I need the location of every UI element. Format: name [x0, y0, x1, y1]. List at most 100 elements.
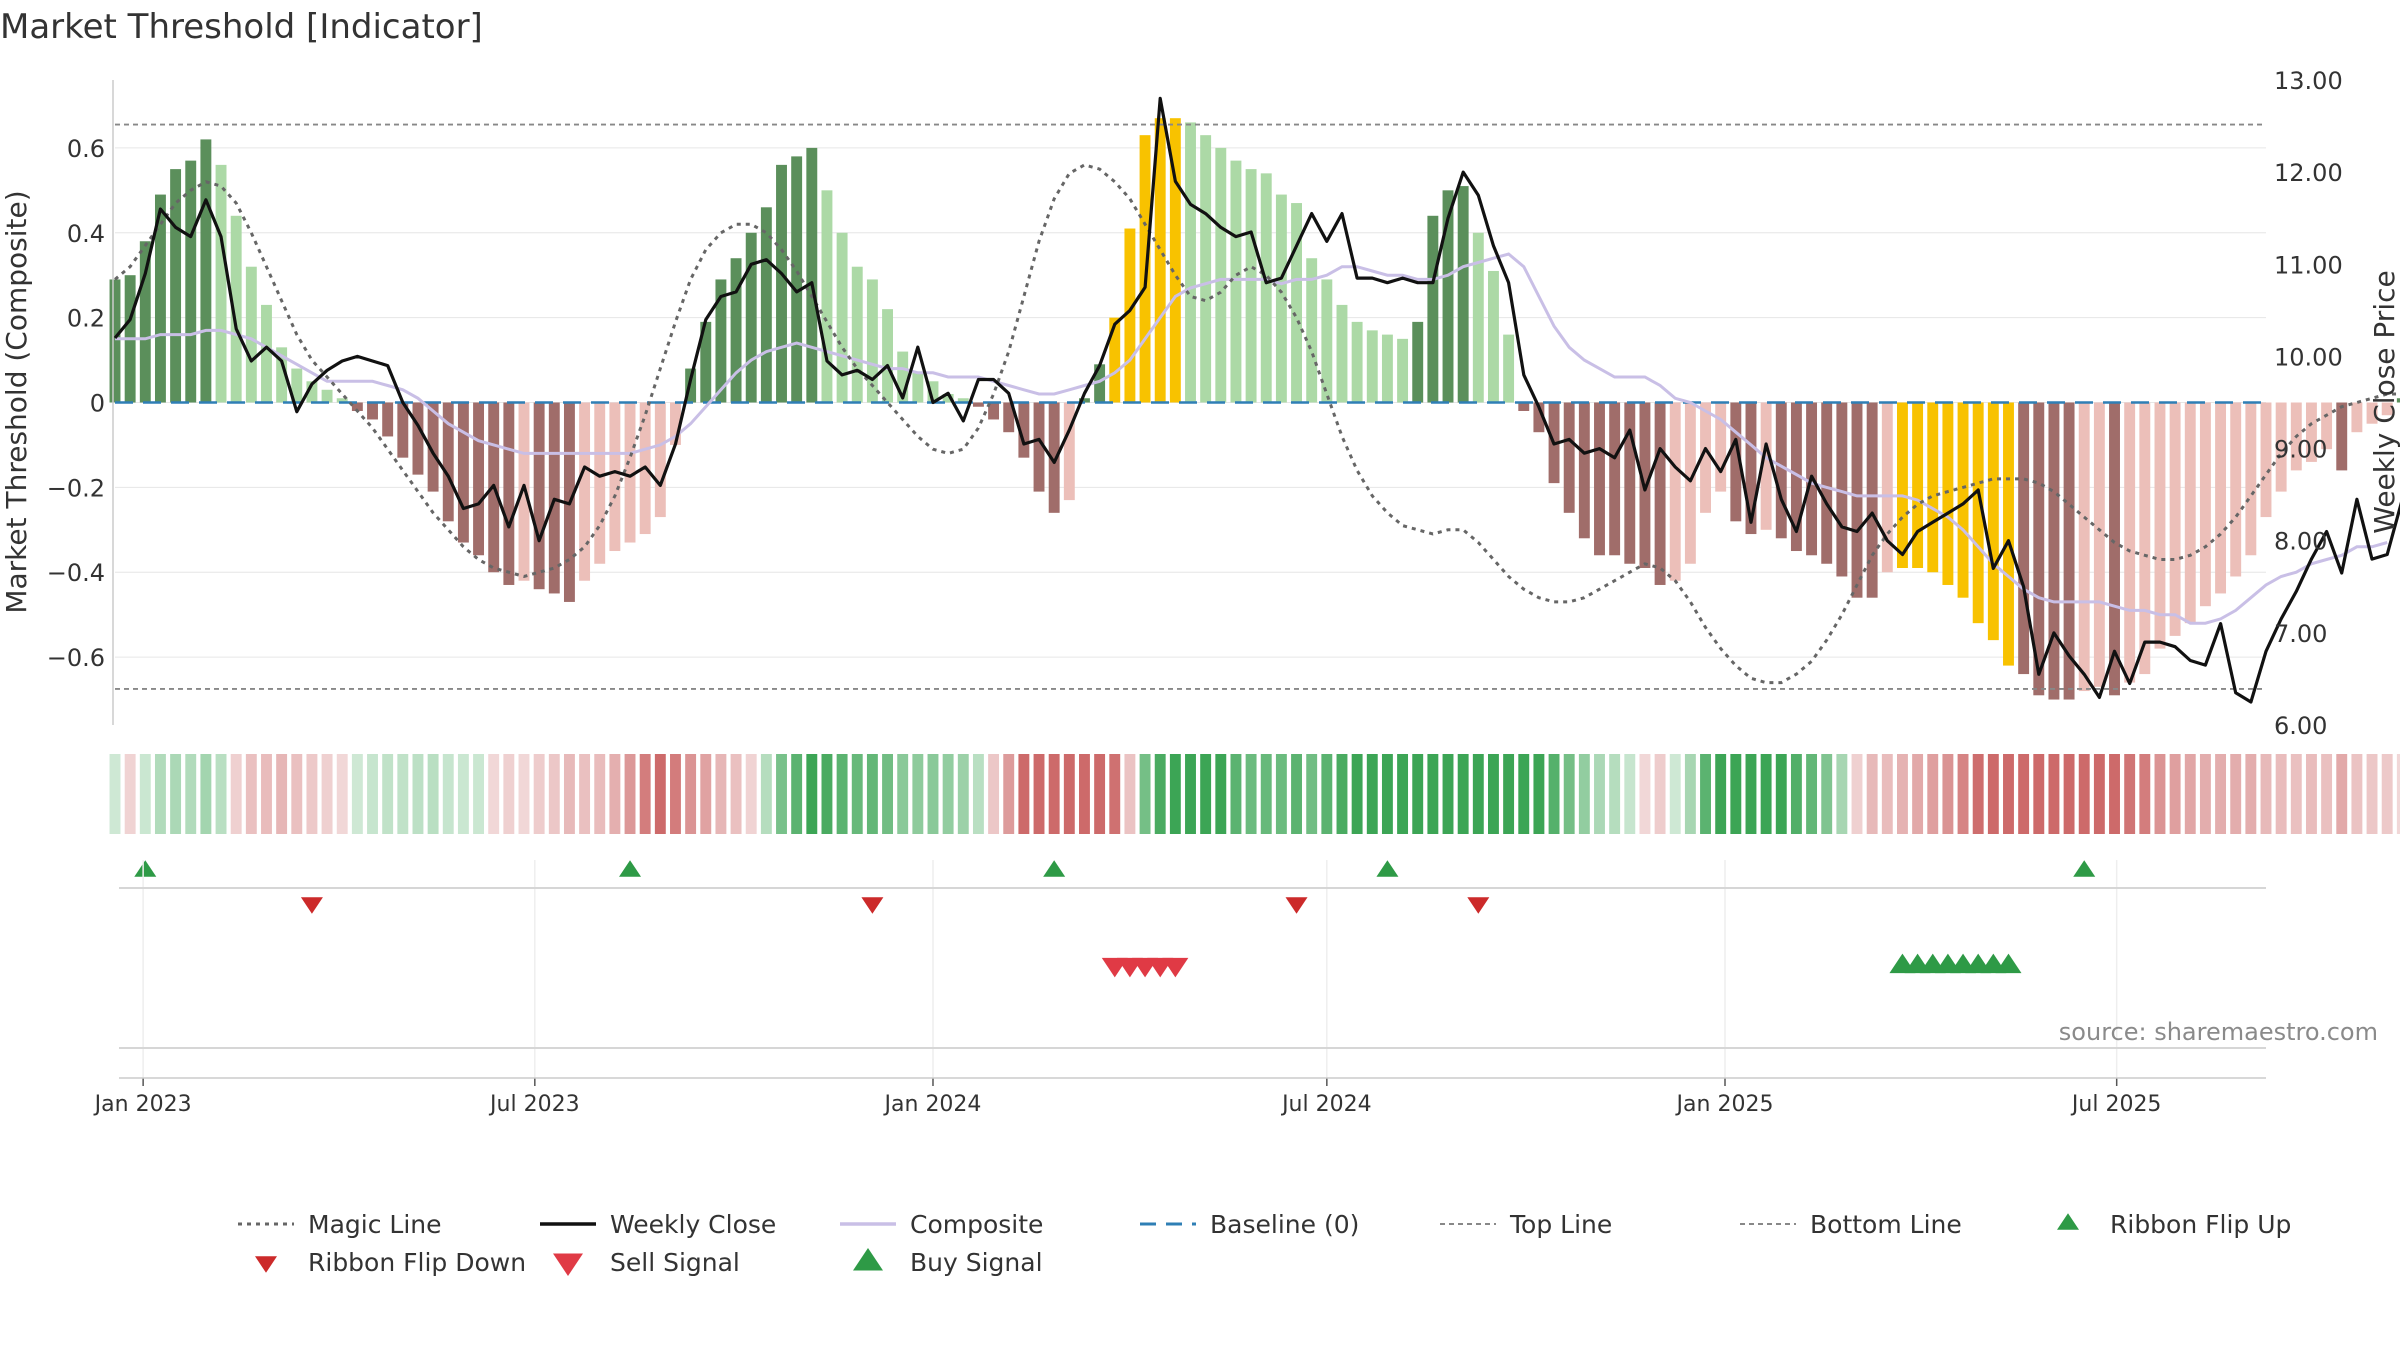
- composite-bar: [1942, 402, 1954, 585]
- ribbon-flip-down-marker: [861, 897, 884, 914]
- composite-bar: [836, 232, 848, 403]
- composite-bar: [1851, 402, 1863, 598]
- composite-bar: [1972, 402, 1984, 624]
- ribbon-cell: [503, 754, 515, 834]
- ribbon-cell: [230, 754, 242, 834]
- ribbon-cell: [1972, 754, 1984, 834]
- composite-bar: [1397, 338, 1409, 403]
- composite-bar: [503, 402, 515, 585]
- ribbon-cell: [1472, 754, 1484, 834]
- composite-bar: [1245, 169, 1257, 403]
- composite-bar: [2245, 402, 2257, 556]
- y2-tick-label: 12.00: [2274, 159, 2343, 187]
- x-tick-label: Jan 2024: [883, 1092, 982, 1117]
- legend-label: Weekly Close: [610, 1210, 776, 1239]
- legend-item: Ribbon Flip Down: [255, 1248, 526, 1277]
- legend-label: Ribbon Flip Up: [2110, 1210, 2291, 1239]
- composite-bar: [139, 241, 151, 403]
- legend-label: Buy Signal: [910, 1248, 1043, 1277]
- ribbon-cell: [2048, 754, 2060, 834]
- composite-bar: [2109, 402, 2120, 696]
- composite-bar: [2003, 402, 2014, 666]
- composite-bar: [1775, 402, 1787, 539]
- composite-bar: [1094, 364, 1106, 403]
- composite-bar: [473, 402, 485, 556]
- composite-bar: [2260, 402, 2272, 518]
- ribbon-cell: [1457, 754, 1469, 834]
- ribbon-cell: [427, 754, 439, 834]
- x-axis: Jan 2023 Jul 2023 Jan 2024 Jul 2024 Jan 2025…: [93, 860, 2266, 1117]
- ribbon-cell: [1427, 754, 1439, 834]
- composite-bar: [988, 402, 1000, 420]
- ribbon-cell: [2063, 754, 2075, 834]
- composite-bar: [882, 309, 893, 403]
- ribbon-cell: [927, 754, 939, 834]
- ribbon-cell: [261, 754, 272, 834]
- composite-bar: [1291, 203, 1302, 403]
- y2-tick-label: 7.00: [2274, 620, 2327, 648]
- ribbon-cell: [1321, 754, 1333, 834]
- composite-bar: [957, 398, 969, 403]
- ribbon-cell: [1442, 754, 1454, 834]
- composite-bar: [1381, 334, 1393, 403]
- ribbon-cell: [1896, 754, 1908, 834]
- ribbon-cell: [2215, 754, 2227, 834]
- legend-swatch: [255, 1256, 277, 1273]
- composite-bar: [1336, 304, 1348, 403]
- legend-label: Sell Signal: [610, 1248, 740, 1277]
- composite-bar: [2033, 402, 2045, 696]
- signal-markers: [1101, 953, 2022, 978]
- y-axis-label: Market Threshold (Composite): [0, 190, 33, 613]
- ribbon-cell: [1139, 754, 1151, 834]
- ribbon-cell: [1245, 754, 1257, 834]
- ribbon-cell: [2154, 754, 2166, 834]
- ribbon-cell: [2321, 754, 2333, 834]
- ribbon-cell: [685, 754, 697, 834]
- legend-label: Ribbon Flip Down: [308, 1248, 526, 1277]
- composite-bar: [1866, 402, 1878, 598]
- composite-bar: [1079, 398, 1090, 403]
- ribbon-cell: [124, 754, 136, 834]
- composite-bars: [109, 118, 2400, 700]
- ribbon-cell: [1275, 754, 1287, 834]
- ribbon-cell: [276, 754, 288, 834]
- composite-bar: [2139, 402, 2151, 675]
- composite-bar: [1351, 321, 1363, 403]
- ribbon-flip-up-marker: [1376, 860, 1399, 877]
- y2-tick-label: 8.00: [2274, 528, 2327, 556]
- ribbon-cell: [1518, 754, 1530, 834]
- composite-bar: [2305, 402, 2317, 462]
- buy-signal-marker: [1995, 953, 2022, 974]
- composite-bar: [1033, 402, 1045, 492]
- ribbon-cell: [957, 754, 969, 834]
- composite-bar: [806, 147, 818, 403]
- ribbon-cell: [1003, 754, 1015, 834]
- composite-bar: [1321, 279, 1333, 403]
- composite-bar: [2230, 402, 2242, 577]
- ribbon-cell: [367, 754, 378, 834]
- ribbon-cell: [609, 754, 621, 834]
- composite-bar: [942, 394, 954, 403]
- composite-bar: [700, 321, 712, 403]
- composite-bar: [2048, 402, 2060, 700]
- ribbon-cell: [897, 754, 909, 834]
- composite-bar: [1881, 402, 1893, 573]
- ribbon-cell: [942, 754, 954, 834]
- composite-bar: [654, 402, 666, 518]
- ribbon-cell: [2169, 754, 2181, 834]
- ribbon-cell: [2093, 754, 2105, 834]
- source-note: source: sharemaestro.com: [2059, 1018, 2378, 1046]
- ribbon-cell: [1624, 754, 1636, 834]
- ribbon-cell: [1533, 754, 1545, 834]
- ribbon-flip-down-marker: [300, 897, 323, 914]
- ribbon-cell: [1715, 754, 1727, 834]
- ribbon-cell: [670, 754, 681, 834]
- ribbon-flip-down-marker: [1285, 897, 1308, 914]
- ribbon-cell: [200, 754, 212, 834]
- ribbon-cell: [700, 754, 712, 834]
- y-tick-label: −0.4: [47, 559, 105, 587]
- ribbon-cell: [1957, 754, 1969, 834]
- ribbon-cell: [1578, 754, 1590, 834]
- composite-bar: [2351, 402, 2363, 433]
- composite-bar: [745, 232, 757, 403]
